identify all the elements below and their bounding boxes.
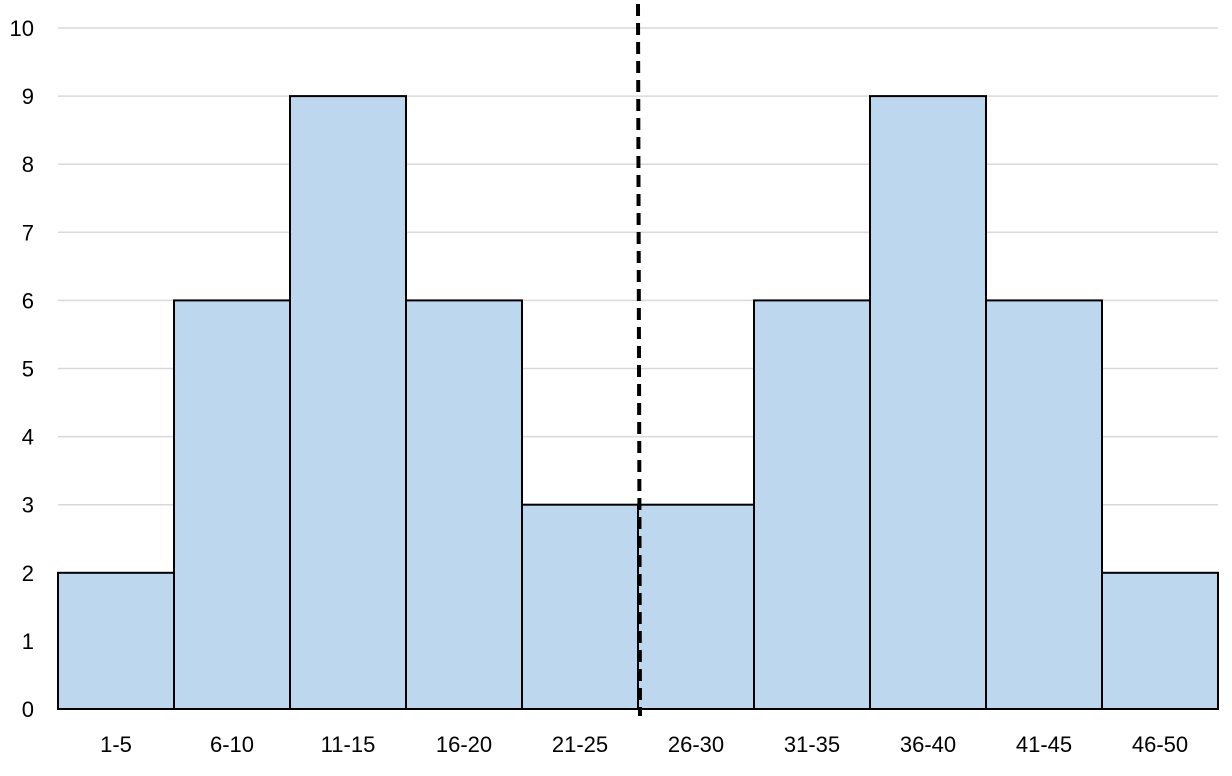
x-tick-label: 41-45 [1016, 732, 1072, 757]
y-tick-label: 1 [22, 629, 34, 654]
x-tick-label: 1-5 [100, 732, 132, 757]
y-tick-label: 8 [22, 152, 34, 177]
x-tick-label: 16-20 [436, 732, 492, 757]
x-tick-label: 36-40 [900, 732, 956, 757]
bar-36-40 [869, 95, 987, 711]
bar-31-35 [753, 299, 871, 710]
bar-6-10 [173, 299, 291, 710]
y-tick-label: 7 [22, 220, 34, 245]
y-tick-label: 10 [10, 16, 34, 41]
y-tick-label: 9 [22, 84, 34, 109]
y-tick-label: 2 [22, 561, 34, 586]
y-tick-label: 3 [22, 493, 34, 518]
x-tick-label: 6-10 [210, 732, 254, 757]
x-tick-label: 11-15 [321, 732, 376, 757]
y-tick-label: 6 [22, 288, 34, 313]
bar-11-15 [289, 95, 407, 711]
bar-46-50 [1101, 571, 1219, 710]
x-tick-label: 21-25 [552, 732, 608, 757]
bar-26-30 [637, 503, 755, 711]
x-tick-label: 31-35 [784, 732, 840, 757]
bar-16-20 [405, 299, 523, 710]
x-axis-tick-labels: 1-5 6-10 11-15 16-20 21-25 26-30 31-35 36-40 41-… [100, 732, 1188, 757]
y-tick-label: 0 [22, 697, 34, 722]
bar-1-5 [57, 571, 175, 710]
y-axis-tick-labels: 0 1 2 3 4 5 6 7 8 9 10 [10, 16, 34, 722]
x-tick-label: 26-30 [668, 732, 724, 757]
bar-41-45 [985, 299, 1103, 710]
bar-21-25 [521, 503, 639, 711]
x-tick-label: 46-50 [1132, 732, 1188, 757]
y-tick-label: 4 [22, 425, 34, 450]
y-tick-label: 5 [22, 357, 34, 382]
dashed-reference-line [636, 3, 642, 717]
